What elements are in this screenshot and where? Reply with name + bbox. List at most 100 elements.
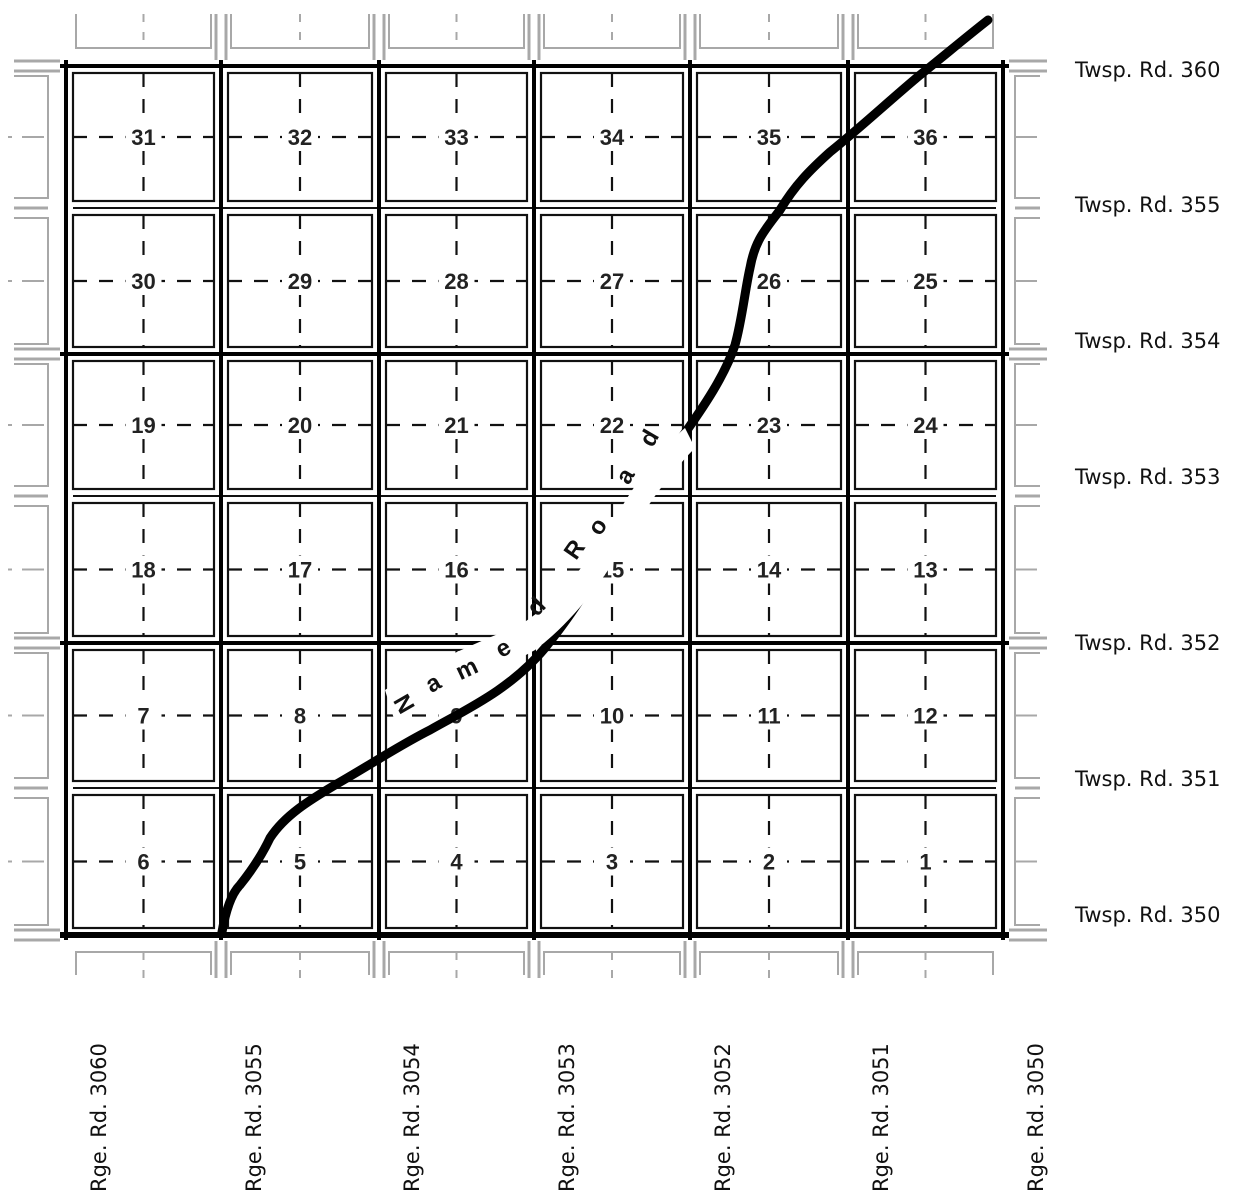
section-number: 29 [288, 269, 312, 294]
section-number: 33 [444, 125, 468, 150]
gray-cell-left [14, 217, 49, 345]
road-label-letter: d [634, 425, 665, 451]
section-number-bg [438, 555, 475, 584]
outer-gray-roads [8, 14, 1047, 980]
section-number-bg [907, 847, 944, 876]
section-number-bg [282, 701, 318, 730]
section-number-bg [907, 123, 944, 151]
section-number: 3 [606, 850, 618, 875]
section-number-bg [751, 701, 787, 730]
gray-cell-above [543, 14, 681, 49]
township-road-label: Twsp. Rd. 354 [1074, 329, 1221, 353]
section-number: 30 [131, 269, 155, 294]
section-number-bg [125, 701, 162, 730]
gray-cell-above [857, 14, 994, 49]
section-number: 27 [600, 269, 624, 294]
section-number: 11 [757, 704, 780, 729]
section-number: 18 [131, 558, 155, 583]
section-number-bg [282, 267, 318, 295]
gray-cell-above [75, 14, 212, 49]
township-road-label: Twsp. Rd. 355 [1074, 193, 1221, 217]
section-number-bg [438, 411, 475, 439]
township-road-label: Twsp. Rd. 360 [1074, 58, 1221, 82]
road-label-letter: R [559, 535, 591, 565]
section-number: 17 [288, 558, 312, 583]
gray-cell-above [388, 14, 525, 49]
road-label-band [385, 428, 695, 722]
section-number: 28 [444, 269, 468, 294]
section-number-bg [751, 267, 787, 295]
gray-cell-above [230, 14, 370, 49]
section-number: 25 [913, 269, 937, 294]
section-number-bg [438, 267, 475, 295]
range-road-label: Rge. Rd. 3054 [400, 1043, 424, 1192]
gray-cell-left [14, 75, 49, 199]
section-number: 8 [294, 704, 306, 729]
section-number: 7 [137, 704, 149, 729]
section-number-bg [282, 555, 318, 584]
section-number: 10 [600, 704, 624, 729]
section-number: 32 [288, 125, 312, 150]
gray-cell-left [14, 652, 49, 779]
section-number-bg [751, 411, 787, 439]
section-number-bg [594, 267, 630, 295]
section-number-bg [907, 555, 944, 584]
gray-cell-above [699, 14, 839, 49]
section-number-bg [438, 123, 475, 151]
range-road-label: Rge. Rd. 3052 [711, 1043, 735, 1192]
section-number: 20 [288, 413, 312, 438]
section-number-bg [438, 847, 475, 876]
section-number: 36 [913, 125, 937, 150]
gray-cell-left [14, 505, 49, 634]
section-number-bg [594, 123, 630, 151]
section-number-bg [751, 555, 787, 584]
section-number: 4 [450, 850, 463, 875]
section-number: 23 [757, 413, 781, 438]
range-road-label: Rge. Rd. 3053 [555, 1043, 579, 1192]
section-number-bg [751, 847, 787, 876]
section-number: 26 [757, 269, 781, 294]
section-number: 5 [294, 850, 306, 875]
gray-cell-left [14, 797, 49, 926]
township-road-labels: Twsp. Rd. 360 Twsp. Rd. 355 Twsp. Rd. 354 T… [1074, 58, 1221, 927]
section-number: 13 [913, 558, 937, 583]
section-number-bg [594, 411, 630, 439]
section-number: 1 [919, 850, 931, 875]
section-number-bg [282, 847, 318, 876]
section-number-bg [594, 701, 630, 730]
section-number-bg [907, 701, 944, 730]
section-number: 31 [131, 125, 155, 150]
township-road-label: Twsp. Rd. 350 [1074, 903, 1221, 927]
township-road-label: Twsp. Rd. 353 [1074, 465, 1221, 489]
section-number: 19 [131, 413, 155, 438]
section-number: 22 [600, 413, 624, 438]
township-road-label: Twsp. Rd. 351 [1074, 767, 1221, 791]
section-number-bg [125, 123, 162, 151]
range-road-label: Rge. Rd. 3050 [1024, 1043, 1048, 1192]
section-number: 2 [763, 850, 775, 875]
range-road-label: Rge. Rd. 3060 [87, 1043, 111, 1192]
section-number: 24 [913, 413, 938, 438]
section-number-bg [594, 847, 630, 876]
section-number: 14 [757, 558, 782, 583]
heavy-road-lines [60, 60, 1009, 940]
section-number: 34 [600, 125, 625, 150]
section-number-bg [751, 123, 787, 151]
section-number: 35 [757, 125, 781, 150]
gray-cell-left [14, 363, 49, 487]
section-number-bg [282, 411, 318, 439]
range-road-label: Rge. Rd. 3055 [242, 1043, 266, 1192]
section-number: 6 [137, 850, 149, 875]
section-number-bg [125, 847, 162, 876]
section-number-bg [125, 555, 162, 584]
range-road-labels: Rge. Rd. 3060 Rge. Rd. 3055 Rge. Rd. 3054 R… [87, 1043, 1048, 1192]
range-road-label: Rge. Rd. 3051 [869, 1043, 893, 1192]
section-number-bg [907, 411, 944, 439]
township-road-label: Twsp. Rd. 352 [1074, 631, 1221, 655]
section-number: 21 [444, 413, 468, 438]
section-number-bg [907, 267, 944, 295]
section-number: 16 [444, 558, 468, 583]
